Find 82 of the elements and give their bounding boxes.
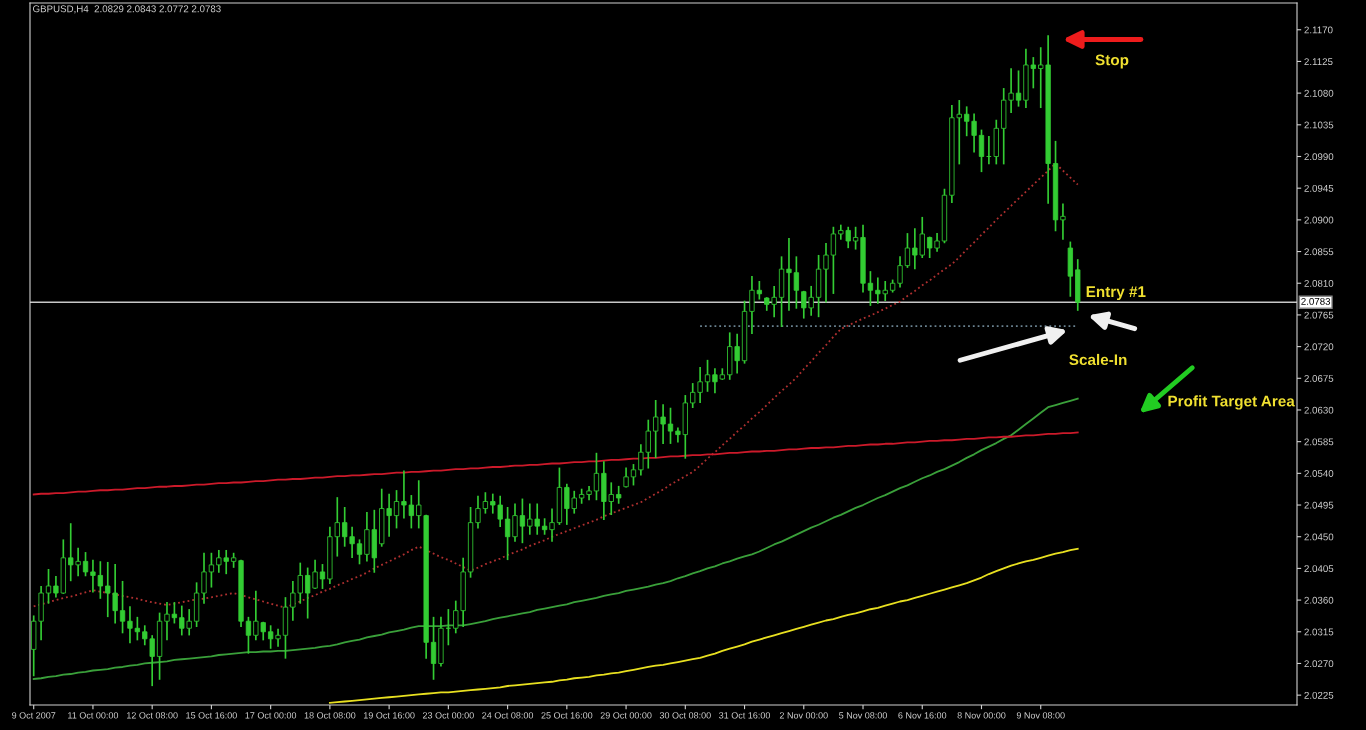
candlestick — [1060, 203, 1066, 240]
text: Entry #1 — [1086, 286, 1146, 301]
y-tick-label: 2.0990 — [1304, 153, 1334, 161]
text: Profit Target Area — [1168, 395, 1295, 410]
x-tick-label: 18 Oct 08:00 — [304, 712, 356, 719]
candlestick — [904, 233, 911, 268]
candlestick — [704, 359, 711, 392]
line-series — [328, 547, 1079, 704]
candlestick — [630, 464, 637, 486]
x-tick-label: 24 Oct 08:00 — [482, 712, 534, 719]
y-tick-label: 2.0540 — [1304, 470, 1334, 477]
candlestick — [164, 602, 170, 641]
candlestick — [504, 507, 511, 561]
candlestick — [208, 552, 215, 588]
x-tick-label: 2 Nov 00:00 — [779, 712, 828, 719]
candlestick — [786, 238, 792, 311]
candlestick — [82, 552, 89, 577]
candlestick — [475, 495, 481, 529]
x-tick-label: 11 Oct 00:00 — [68, 712, 119, 719]
y-tick-label: 2.0450 — [1304, 533, 1334, 541]
candlestick — [667, 407, 674, 444]
candlestick — [393, 490, 400, 529]
annotation: Scale-In — [1069, 353, 1127, 366]
x-tick-label: 25 Oct 16:00 — [541, 712, 593, 719]
candlestick — [519, 498, 526, 544]
x-tick-label: 30 Oct 08:00 — [659, 712, 711, 719]
x-tick-label: 17 Oct 00:00 — [245, 712, 297, 719]
text: Stop — [1095, 54, 1129, 69]
candlestick — [45, 568, 52, 604]
candlestick — [482, 492, 489, 514]
chart-title: GBPUSD,H4 2.0829 2.0843 2.0772 2.0783 — [33, 5, 221, 14]
x-tick-label: 15 Oct 16:00 — [186, 712, 237, 719]
y-tick-label: 2.0495 — [1304, 501, 1334, 509]
y-tick-label: 2.0360 — [1304, 596, 1334, 604]
line-series — [32, 397, 1079, 680]
candlestick — [867, 271, 874, 306]
y-tick-label: 2.0405 — [1304, 565, 1334, 573]
x-tick-label: 29 Oct 00:00 — [600, 712, 652, 719]
y-tick-label: 2.1125 — [1304, 58, 1333, 66]
y-tick-label: 2.0720 — [1304, 343, 1334, 351]
candlestick — [319, 564, 326, 589]
x-tick-label: 31 Oct 16:00 — [719, 712, 771, 719]
y-tick-label: 2.0315 — [1304, 628, 1334, 636]
x-tick-label: 8 Nov 00:00 — [957, 712, 1006, 719]
x-tick-label: 9 Nov 08:00 — [1016, 712, 1065, 719]
candlestick — [356, 539, 363, 565]
candlestick — [823, 242, 829, 303]
y-tick-label: 2.0855 — [1304, 248, 1334, 256]
candlestick — [1015, 70, 1022, 107]
ref-line-label: 2.0783 — [1301, 297, 1331, 305]
candlestick — [171, 602, 178, 624]
candlestick — [852, 226, 859, 250]
x-tick-label: 5 Nov 08:00 — [839, 712, 888, 719]
x-tick-label: 12 Oct 08:00 — [127, 712, 178, 719]
y-tick-label: 2.0630 — [1304, 406, 1334, 414]
candlestick — [549, 508, 555, 542]
y-tick-label: 2.0675 — [1304, 375, 1334, 382]
candlestick — [201, 552, 207, 604]
candlestick — [830, 226, 837, 294]
y-tick-label: 2.1170 — [1304, 26, 1333, 34]
candlestick — [245, 616, 252, 654]
candlestick — [593, 452, 600, 501]
y-tick-label: 2.1035 — [1304, 121, 1334, 129]
y-tick-label: 2.0810 — [1304, 279, 1334, 287]
candlestick — [512, 503, 518, 542]
y-tick-label: 2.0945 — [1304, 184, 1334, 192]
line-series — [32, 431, 1079, 496]
y-tick-label: 2.1080 — [1304, 89, 1334, 97]
y-tick-label: 2.0900 — [1304, 216, 1334, 224]
x-tick-label: 19 Oct 16:00 — [363, 712, 415, 719]
x-tick-label: 23 Oct 00:00 — [422, 712, 474, 719]
candlestick — [430, 616, 437, 680]
y-tick-label: 2.0225 — [1304, 691, 1334, 699]
candlestick — [793, 256, 800, 309]
x-tick-label: 6 Nov 16:00 — [898, 712, 947, 719]
candlestick — [119, 580, 126, 634]
y-tick-label: 2.0585 — [1304, 438, 1334, 446]
y-tick-label: 2.0270 — [1304, 660, 1334, 668]
x-tick-label: 9 Oct 2007 — [12, 712, 56, 719]
candlestick — [623, 467, 629, 488]
y-tick-label: 2.0765 — [1304, 311, 1334, 319]
candlestick — [978, 129, 985, 173]
